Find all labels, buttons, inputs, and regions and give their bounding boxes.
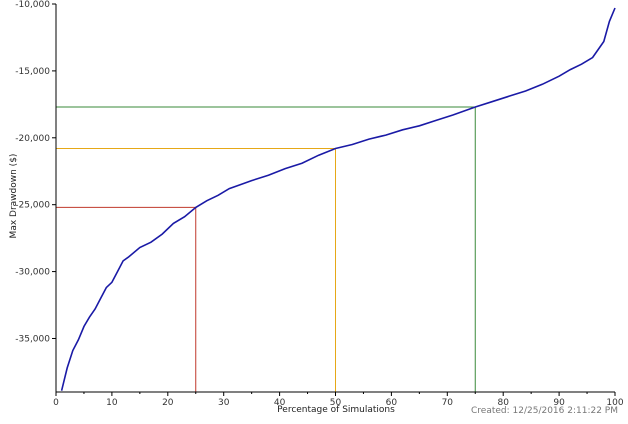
x-tick-label: 40 <box>274 398 286 408</box>
y-ticks: -35,000 -30,000 -25,000 -20,000 -15,000 -10,0… <box>15 0 56 344</box>
x-tick-label: 30 <box>218 398 230 408</box>
y-tick-label: -25,000 <box>15 201 50 211</box>
x-tick-label: 60 <box>386 398 398 408</box>
y-axis-label: Max Drawdown ($) <box>9 154 19 239</box>
x-tick-label: 100 <box>606 398 623 408</box>
reference-lines <box>56 106 476 392</box>
x-axis-label: Percentage of Simulations <box>277 405 395 415</box>
y-tick-label: -35,000 <box>15 334 50 344</box>
x-tick-label: 70 <box>442 398 454 408</box>
y-tick-label: -20,000 <box>15 134 50 144</box>
y-tick-label: -10,000 <box>15 0 50 10</box>
x-tick-label: 0 <box>53 398 59 408</box>
series-line <box>60 7 616 391</box>
x-ticks: 0 10 20 30 40 50 60 70 80 90 100 <box>53 392 624 408</box>
x-tick-label: 50 <box>330 398 342 408</box>
x-tick-label: 80 <box>497 398 509 408</box>
x-tick-label: 20 <box>162 398 174 408</box>
created-timestamp: Created: 12/25/2016 2:11:22 PM <box>471 406 618 416</box>
x-tick-label: 10 <box>106 398 118 408</box>
y-tick-label: -15,000 <box>15 67 50 77</box>
x-tick-label: 90 <box>553 398 565 408</box>
y-tick-label: -30,000 <box>15 268 50 278</box>
